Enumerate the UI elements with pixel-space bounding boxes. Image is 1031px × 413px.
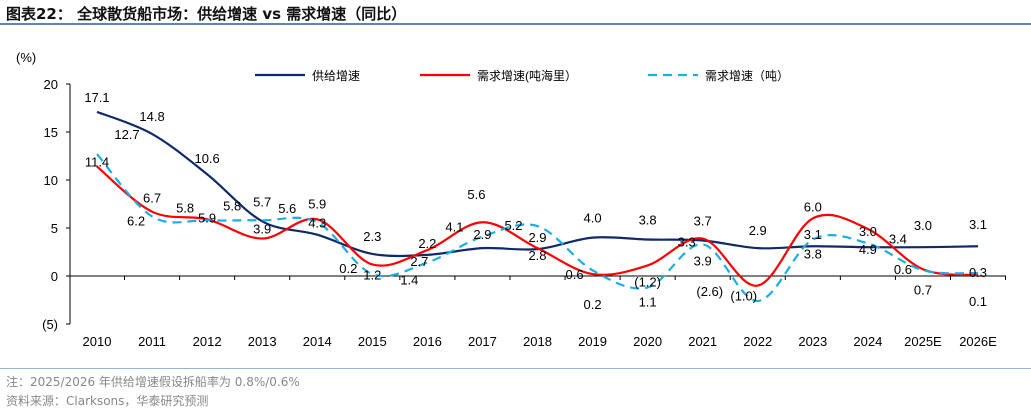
demand-ton-data-label: 5.8 [223, 198, 241, 213]
demand-tonmile-data-label: 4.9 [859, 242, 877, 257]
supply-data-label: 2.9 [749, 223, 767, 238]
demand-tonmile-data-label: 0.7 [914, 282, 932, 297]
demand-ton-data-label: 5.2 [504, 218, 522, 233]
demand-tonmile-line [96, 165, 979, 287]
x-tick-label: 2014 [303, 334, 332, 349]
demand-ton-data-label: 4.1 [445, 220, 463, 235]
x-tick-label: 2012 [193, 334, 222, 349]
supply-data-label: 3.1 [804, 227, 822, 242]
supply-data-label: 4.3 [308, 216, 326, 231]
supply-data-label: 2.8 [528, 248, 546, 263]
supply-data-label: 14.8 [139, 109, 164, 124]
supply-data-label: 3.1 [969, 217, 987, 232]
demand-ton-data-label: 12.7 [114, 127, 139, 142]
demand-tonmile-data-label: 1.1 [639, 294, 657, 309]
demand-ton-data-label: 0.3 [969, 265, 987, 280]
x-tick-label: 2010 [83, 334, 112, 349]
x-tick-label: 2026E [959, 334, 997, 349]
demand-ton-data-label: 6.2 [127, 213, 145, 228]
y-tick-label: 20 [44, 77, 58, 92]
x-tick-label: 2023 [798, 334, 827, 349]
supply-data-label: 3.0 [859, 224, 877, 239]
supply-data-label: 2.3 [363, 229, 381, 244]
figure-title: 图表22： 全球散货船市场：供给增速 vs 需求增速（同比） [6, 5, 407, 23]
demand-ton-data-label: 5.8 [176, 200, 194, 215]
demand-tonmile-data-label: 3.9 [694, 254, 712, 269]
demand-tonmile-data-label: 5.6 [467, 187, 485, 202]
demand-tonmile-data-label: 6.7 [143, 191, 161, 206]
y-axis-unit: (%) [16, 50, 36, 65]
x-tick-label: 2021 [688, 334, 717, 349]
x-tick-label: 2022 [743, 334, 772, 349]
x-tick-label: 2019 [578, 334, 607, 349]
footer-divider [0, 368, 1031, 369]
demand-tonmile-data-label: 1.2 [363, 267, 381, 282]
demand-tonmile-data-label: 2.7 [410, 254, 428, 269]
supply-data-label: 3.8 [639, 213, 657, 228]
supply-data-label: 5.7 [253, 194, 271, 209]
demand-tonmile-data-label: (1.0) [730, 289, 757, 304]
demand-tonmile-data-label: 5.9 [198, 210, 216, 225]
demand-tonmile-data-label: 2.9 [528, 230, 546, 245]
footnote: 注：2025/2026 年供给增速假设拆船率为 0.8%/0.6% [6, 375, 300, 389]
x-tick-label: 2011 [138, 334, 166, 349]
demand-ton-data-label: (1.2) [634, 275, 661, 290]
demand-ton-data-label: 3.8 [804, 247, 822, 262]
x-tick-label: 2013 [248, 334, 277, 349]
demand-ton-data-label: 0.6 [894, 262, 912, 277]
demand-tonmile-data-label: 0.1 [969, 294, 987, 309]
source-note: 资料来源：Clarksons，华泰研究预测 [6, 394, 209, 408]
x-tick-label: 2017 [468, 334, 497, 349]
x-tick-label: 2020 [633, 334, 662, 349]
y-tick-label: (5) [42, 317, 58, 332]
legend-label-demand-ton: 需求增速（吨） [705, 69, 789, 83]
x-tick-label: 2016 [413, 334, 442, 349]
x-tick-label: 2024 [853, 334, 882, 349]
supply-data-label: 2.2 [418, 236, 436, 251]
legend-label-supply: 供给增速 [312, 69, 360, 83]
demand-ton-data-label: 1.4 [400, 273, 418, 288]
supply-data-label: 10.6 [194, 151, 219, 166]
supply-data-label: 3.7 [694, 213, 712, 228]
supply-data-label: 17.1 [84, 90, 109, 105]
x-tick-label: 2025E [904, 334, 942, 349]
demand-tonmile-data-label: 0.2 [584, 297, 602, 312]
demand-ton-data-label: (2.6) [696, 284, 723, 299]
title-divider [0, 23, 1031, 25]
y-tick-label: 5 [51, 221, 58, 236]
demand-ton-data-label: 5.6 [278, 201, 296, 216]
y-tick-label: 0 [51, 269, 58, 284]
demand-tonmile-data-label: 11.4 [85, 155, 109, 170]
supply-data-label: 4.0 [584, 211, 602, 226]
demand-ton-line [96, 153, 979, 303]
demand-ton-data-label: 3.4 [889, 231, 907, 246]
demand-ton-data-label: 3.3 [678, 234, 696, 249]
demand-ton-data-label: 0.6 [566, 267, 584, 282]
supply-data-label: 2.9 [473, 227, 491, 242]
x-tick-label: 2018 [523, 334, 552, 349]
demand-tonmile-data-label: 5.9 [308, 196, 326, 211]
y-tick-label: 10 [44, 173, 58, 188]
demand-tonmile-data-label: 6.0 [804, 199, 822, 214]
y-tick-label: 15 [44, 125, 58, 140]
demand-tonmile-data-label: 3.9 [253, 222, 271, 237]
demand-ton-data-label: 0.2 [339, 261, 357, 276]
supply-data-label: 3.0 [914, 218, 932, 233]
legend-label-demand-tonmile: 需求增速(吨海里） [477, 68, 577, 83]
x-tick-label: 2015 [358, 334, 387, 349]
